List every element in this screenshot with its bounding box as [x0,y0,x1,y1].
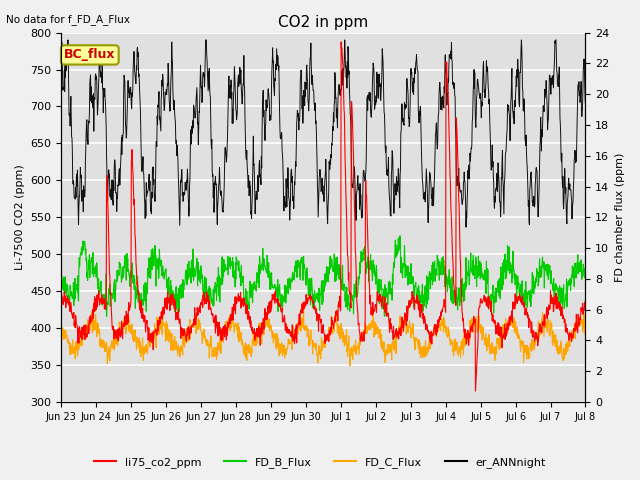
Title: CO2 in ppm: CO2 in ppm [278,15,369,30]
Y-axis label: FD chamber flux (ppm): FD chamber flux (ppm) [615,153,625,282]
Y-axis label: Li-7500 CO2 (ppm): Li-7500 CO2 (ppm) [15,165,25,270]
Text: BC_flux: BC_flux [64,48,116,61]
Legend: li75_co2_ppm, FD_B_Flux, FD_C_Flux, er_ANNnight: li75_co2_ppm, FD_B_Flux, FD_C_Flux, er_A… [90,452,550,472]
Text: No data for f_FD_A_Flux: No data for f_FD_A_Flux [6,14,131,25]
